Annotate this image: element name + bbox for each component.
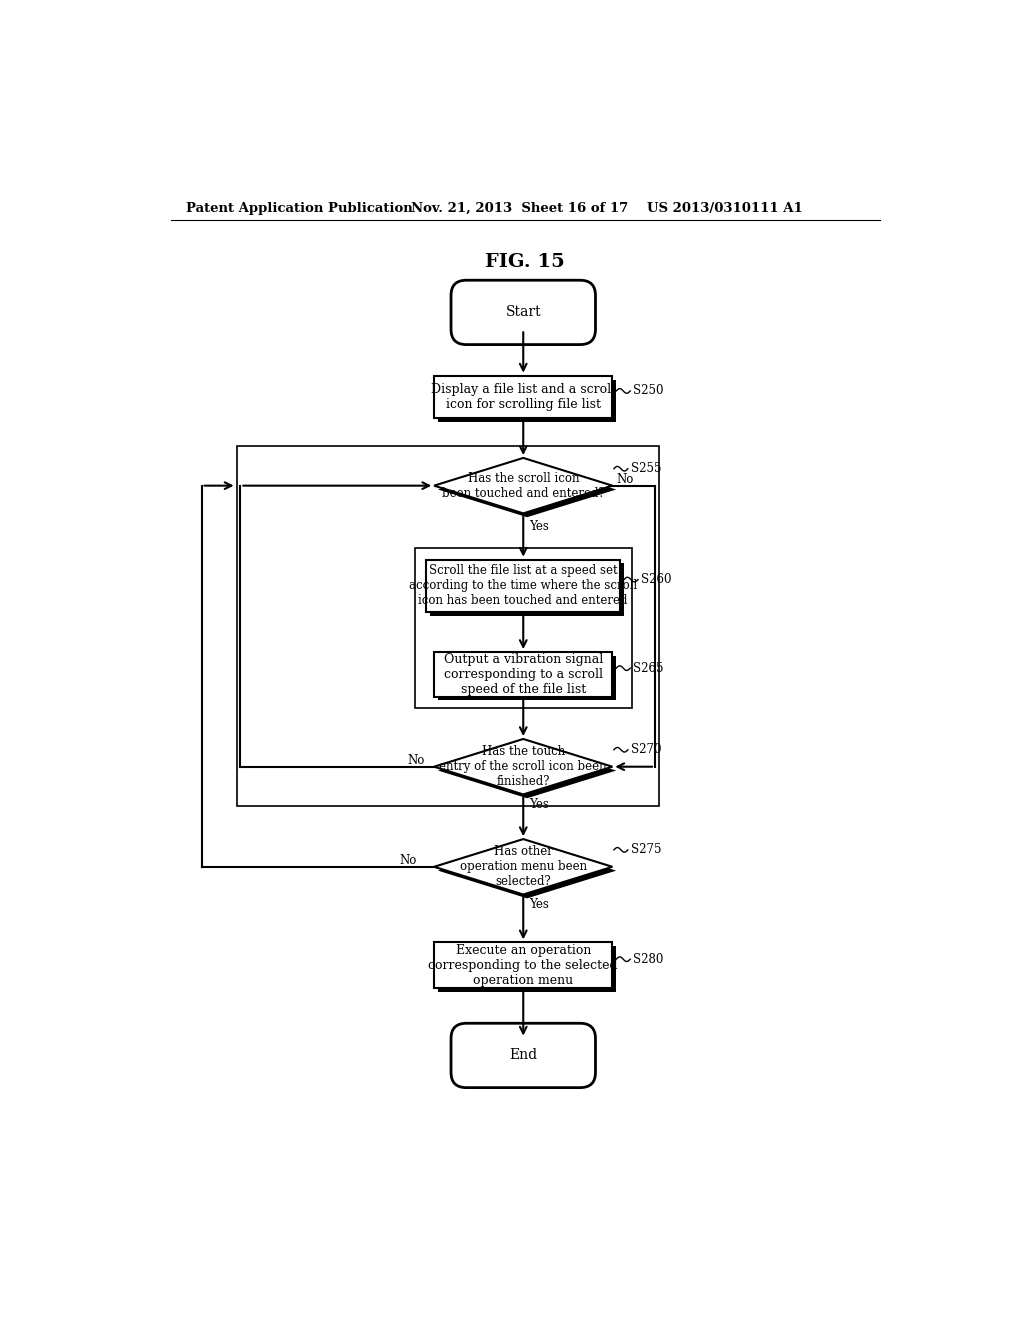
Bar — [237, 446, 658, 807]
Text: Nov. 21, 2013  Sheet 16 of 17: Nov. 21, 2013 Sheet 16 of 17 — [411, 202, 628, 215]
Text: No: No — [399, 854, 417, 867]
Bar — [434, 942, 612, 989]
Bar — [430, 564, 624, 615]
Bar — [434, 376, 612, 418]
Text: Execute an operation
corresponding to the selected
operation menu: Execute an operation corresponding to th… — [428, 944, 618, 987]
Text: FIG. 15: FIG. 15 — [485, 253, 564, 272]
Bar — [438, 656, 616, 701]
Bar — [438, 380, 616, 422]
Polygon shape — [438, 462, 616, 517]
Polygon shape — [438, 743, 616, 799]
Text: Has the touch
entry of the scroll icon been
finished?: Has the touch entry of the scroll icon b… — [439, 746, 607, 788]
Text: Yes: Yes — [529, 899, 549, 911]
Text: Display a file list and a scroll
icon for scrolling file list: Display a file list and a scroll icon fo… — [431, 383, 615, 411]
Text: Yes: Yes — [529, 520, 549, 532]
Text: US 2013/0310111 A1: US 2013/0310111 A1 — [647, 202, 803, 215]
Text: End: End — [509, 1048, 538, 1063]
Text: S280: S280 — [633, 953, 664, 966]
Text: S270: S270 — [631, 743, 662, 756]
Text: No: No — [616, 473, 634, 486]
Bar — [438, 946, 616, 993]
Text: Scroll the file list at a speed set
according to the time where the scroll
icon : Scroll the file list at a speed set acco… — [410, 564, 637, 607]
Text: S275: S275 — [631, 843, 662, 857]
Text: Start: Start — [506, 305, 541, 319]
FancyBboxPatch shape — [451, 280, 596, 345]
Text: Has other
operation menu been
selected?: Has other operation menu been selected? — [460, 845, 587, 888]
Text: Output a vibration signal
corresponding to a scroll
speed of the file list: Output a vibration signal corresponding … — [443, 653, 603, 696]
Polygon shape — [434, 458, 612, 513]
Polygon shape — [434, 840, 612, 895]
Text: S265: S265 — [633, 661, 664, 675]
Polygon shape — [434, 739, 612, 795]
Bar — [426, 560, 621, 612]
Text: No: No — [407, 754, 424, 767]
FancyBboxPatch shape — [451, 1023, 596, 1088]
Text: S255: S255 — [631, 462, 662, 475]
Bar — [434, 652, 612, 697]
Text: Patent Application Publication: Patent Application Publication — [186, 202, 413, 215]
Bar — [415, 548, 632, 708]
Text: Has the scroll icon
been touched and entered?: Has the scroll icon been touched and ent… — [442, 471, 604, 500]
Text: S260: S260 — [641, 573, 672, 586]
Text: Yes: Yes — [529, 799, 549, 812]
Polygon shape — [438, 843, 616, 899]
Text: S250: S250 — [633, 384, 664, 397]
